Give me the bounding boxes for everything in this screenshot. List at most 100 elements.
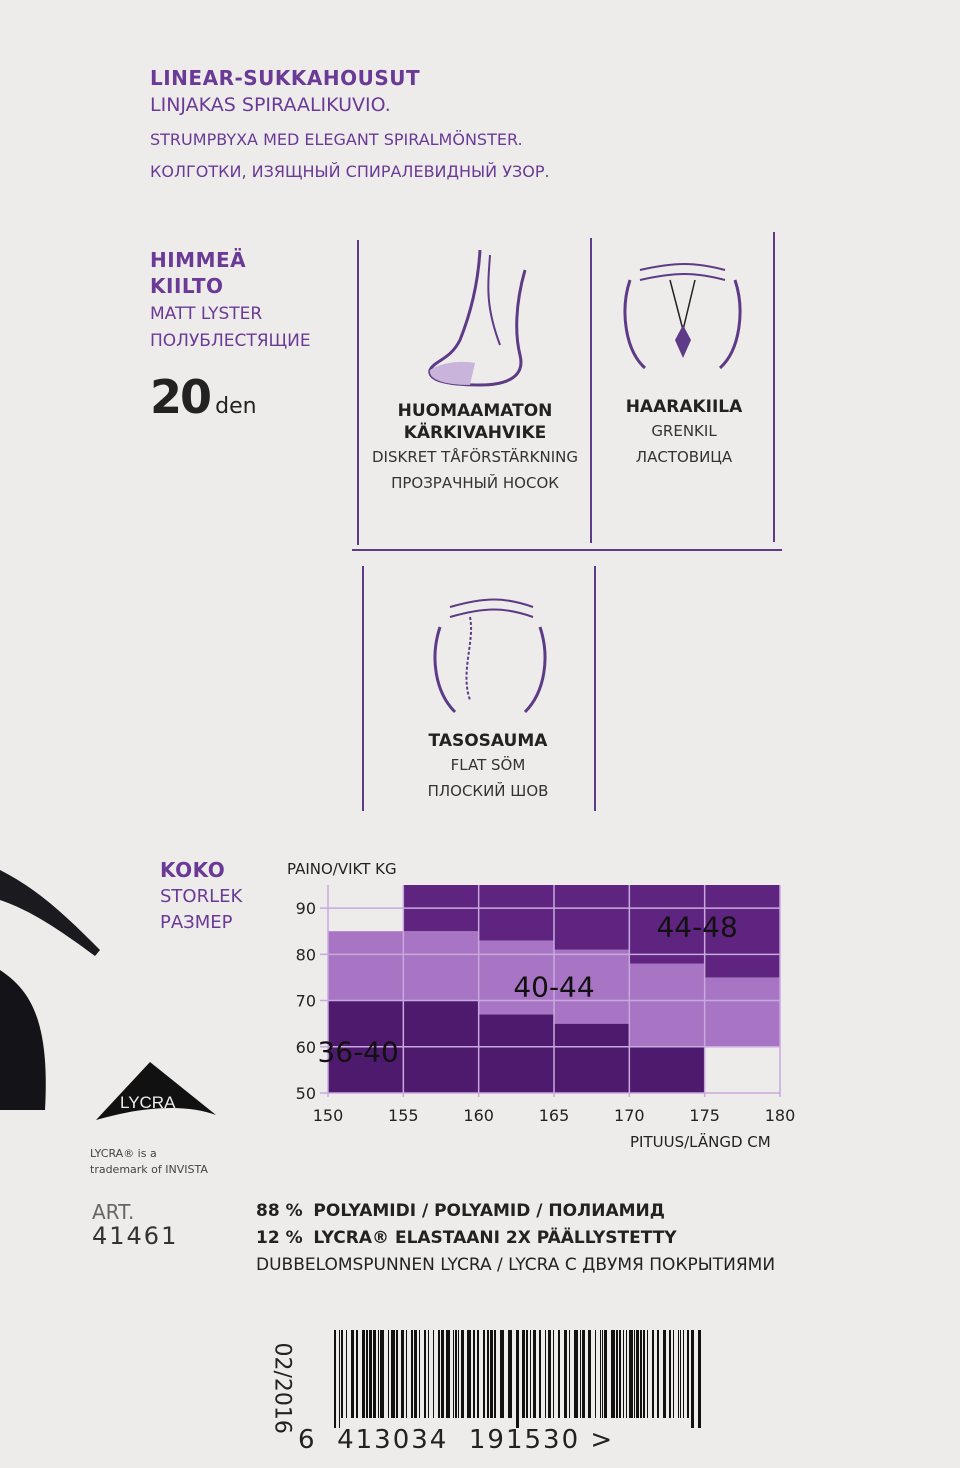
barcode-bar xyxy=(378,1330,379,1418)
size-region-44-48 xyxy=(629,885,705,964)
barcode-bar xyxy=(569,1330,570,1418)
den-value: 20 xyxy=(150,370,212,424)
barcode-bar xyxy=(669,1330,671,1418)
size-label: 44-48 xyxy=(656,911,737,944)
barcode-bar xyxy=(380,1330,384,1418)
barcode-bar xyxy=(477,1330,479,1418)
size-region-40-44 xyxy=(554,949,630,1024)
finish-ru: ПОЛУБЛЕСТЯЩИЕ xyxy=(150,331,311,351)
barcode-bar xyxy=(406,1330,407,1418)
lycra-logo: LYCRA xyxy=(96,1062,216,1120)
barcode-bar xyxy=(438,1330,440,1418)
barcode-bar xyxy=(691,1330,694,1428)
barcode-bar xyxy=(433,1330,434,1418)
x-tick-label: 150 xyxy=(313,1106,344,1125)
x-axis-label: PITUUS/LÄNGD CM xyxy=(630,1133,771,1151)
size-region-44-48 xyxy=(554,885,630,950)
size-region-40-44 xyxy=(629,963,705,1047)
size-ru: РАЗМЕР xyxy=(160,912,233,933)
barcode-bar xyxy=(634,1330,635,1418)
size-region-40-44 xyxy=(328,931,404,1001)
barcode-bar xyxy=(424,1330,426,1418)
finish-sv: MATT LYSTER xyxy=(150,304,263,324)
feature-seam-sv: FLAT SÖM xyxy=(450,756,526,774)
x-tick-label: 175 xyxy=(689,1106,720,1125)
feature-gusset-ru: ЛАСТОВИЦА xyxy=(635,448,733,466)
barcode-bar xyxy=(458,1330,459,1418)
x-tick-label: 170 xyxy=(614,1106,645,1125)
barcode-bar xyxy=(508,1330,512,1418)
barcode-bar xyxy=(473,1330,475,1418)
barcode-bar xyxy=(539,1330,541,1418)
description-fi: LINJAKAS SPIRAALIKUVIO. xyxy=(150,94,391,116)
barcode-bar xyxy=(362,1330,365,1418)
barcode-bar xyxy=(388,1330,389,1418)
barcode-bar xyxy=(629,1330,633,1418)
barcode-digits-2: 413034 xyxy=(337,1425,449,1455)
barcode-bar xyxy=(346,1330,347,1418)
size-region-36-40 xyxy=(478,1014,554,1093)
divider xyxy=(352,549,782,551)
barcode-bar xyxy=(356,1330,358,1418)
barcode-bar xyxy=(494,1330,496,1418)
feature-seam: TASOSAUMA FLAT SÖM ПЛОСКИЙ ШОВ xyxy=(364,730,612,804)
barcode-bar xyxy=(698,1330,701,1428)
barcode-bar xyxy=(678,1330,679,1418)
size-region-44-48 xyxy=(704,885,780,978)
shoe-silhouette xyxy=(0,870,100,1110)
barcode-bar xyxy=(600,1330,601,1418)
divider xyxy=(357,240,359,545)
barcode-bar xyxy=(446,1330,450,1418)
size-fi: KOKO xyxy=(160,858,226,882)
y-tick-label: 60 xyxy=(296,1038,316,1057)
barcode-digit-1: 6 xyxy=(298,1425,317,1455)
barcode-bar xyxy=(522,1330,525,1418)
size-region-44-48 xyxy=(478,885,554,941)
barcode-bar xyxy=(595,1330,596,1418)
barcode-bar xyxy=(657,1330,659,1418)
barcode-bar xyxy=(530,1330,531,1418)
barcode-bar xyxy=(391,1330,395,1418)
feature-toe-title-2: KÄRKIVAHVIKE xyxy=(403,423,547,443)
divider xyxy=(362,566,364,811)
den-unit: den xyxy=(215,394,257,419)
barcode-bar xyxy=(643,1330,645,1418)
y-axis-label: PAINO/VIKT KG xyxy=(287,860,397,878)
feature-gusset-title: HAARAKIILA xyxy=(625,397,743,417)
barcode-bar xyxy=(604,1330,607,1418)
barcode-bar xyxy=(455,1330,457,1418)
barcode-bar xyxy=(341,1330,343,1418)
y-tick-label: 90 xyxy=(296,899,316,918)
y-tick-label: 70 xyxy=(296,992,316,1011)
barcode-bar xyxy=(545,1330,546,1418)
barcode-bar xyxy=(564,1330,567,1418)
size-region-40-44 xyxy=(478,940,554,1015)
y-tick-label: 80 xyxy=(296,945,316,964)
article-number: 41461 xyxy=(92,1222,179,1250)
barcode-bar xyxy=(683,1330,684,1418)
finish-fi-1: HIMMEÄ xyxy=(150,248,247,272)
foot-toe-icon xyxy=(428,249,527,387)
feature-gusset-sv: GRENKIL xyxy=(651,422,717,440)
barcode-bar xyxy=(588,1330,591,1418)
x-tick-label: 155 xyxy=(388,1106,419,1125)
feature-toe: HUOMAAMATON KÄRKIVAHVIKE DISKRET TÅFÖRST… xyxy=(362,400,588,496)
feature-seam-ru: ПЛОСКИЙ ШОВ xyxy=(427,782,549,800)
barcode-bar xyxy=(640,1330,642,1418)
y-tick-label: 50 xyxy=(296,1084,316,1103)
description-sv: STRUMPBYXA MED ELEGANT SPIRALMÖNSTER. xyxy=(150,130,523,149)
size-region-40-44 xyxy=(403,931,479,1001)
barcode-digits-3: 191530 xyxy=(468,1425,581,1455)
barcode-bar xyxy=(369,1330,372,1418)
barcode-bar xyxy=(673,1330,674,1418)
barcode-bar xyxy=(580,1330,581,1418)
barcode-bar xyxy=(582,1330,585,1418)
barcode-bar xyxy=(461,1330,464,1418)
barcode-bar xyxy=(351,1330,354,1418)
barcode-bar xyxy=(419,1330,420,1418)
barcode-bar xyxy=(616,1330,618,1418)
size-label: 36-40 xyxy=(317,1035,398,1068)
divider xyxy=(773,232,775,542)
barcode-bar xyxy=(467,1330,471,1418)
x-tick-label: 180 xyxy=(765,1106,796,1125)
